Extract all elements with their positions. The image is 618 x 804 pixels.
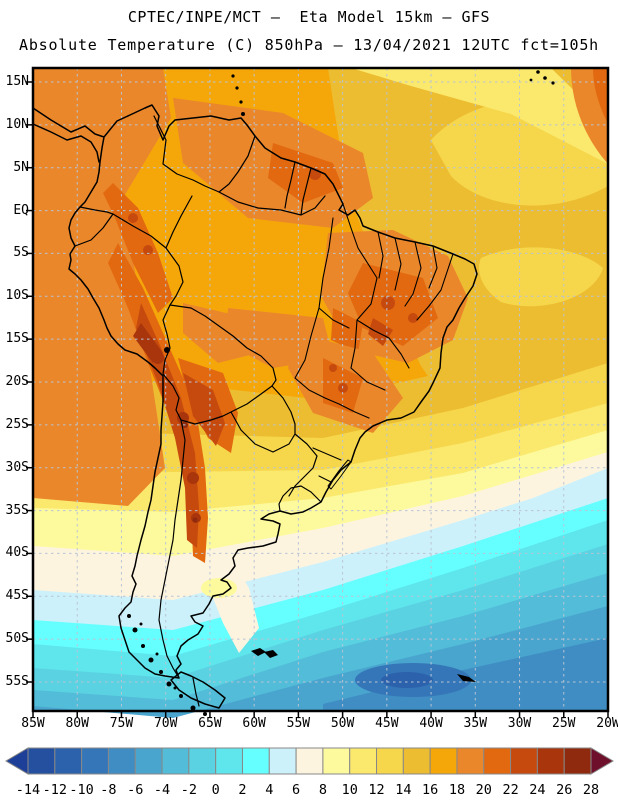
lat-tick-label: 15N	[5, 74, 29, 89]
colorbar: -14 -12 -10 -8 -6 -4 -2 0 2 4 6 8 10 12 14 16 18 20 22 24 26…	[0, 746, 618, 800]
islands	[127, 70, 555, 716]
colorbar-tick-label: 12	[368, 782, 384, 798]
colorbar-tick-label: -14	[16, 782, 40, 798]
country-borders	[32, 104, 478, 709]
lat-tick-label: 30S	[5, 459, 29, 475]
tierra-del-fuego	[170, 671, 226, 709]
colorbar-box	[510, 747, 538, 775]
ne-islands	[536, 70, 540, 74]
colorbar-tick-label: 28	[583, 782, 599, 798]
colorbar-tick-label: -12	[43, 782, 67, 798]
grid-lines	[33, 68, 608, 711]
colorbar-box	[295, 747, 324, 775]
colorbar-tick-label: 4	[265, 782, 273, 798]
colorbar-tick-label: 18	[449, 782, 465, 798]
colorbar-tick-label: 14	[395, 782, 411, 798]
colorbar-tick-label: 22	[502, 782, 518, 798]
lat-tick-label: 55S	[5, 673, 29, 689]
colorbar-box	[107, 747, 136, 775]
colorbar-tick-label: 26	[556, 782, 572, 798]
temperature-map	[26, 66, 610, 718]
lat-tick-label: 50S	[5, 631, 29, 647]
colorbar-box	[54, 747, 83, 775]
lat-tick-label: 5S	[13, 245, 29, 261]
tdf-border	[192, 677, 200, 707]
colorbar-box	[268, 747, 297, 775]
colorbar-tick-label: 6	[292, 782, 300, 798]
colorbar-tick-label: 8	[319, 782, 327, 798]
colorbar-box	[429, 747, 458, 775]
lon-tick-label: 35W	[463, 716, 488, 731]
lat-tick-label: 25S	[5, 416, 29, 432]
colorbar-box	[563, 747, 592, 775]
colorbar-tick-label: 10	[342, 782, 358, 798]
colorbar-svg: -14 -12 -10 -8 -6 -4 -2 0 2 4 6 8 10 12 14 16 18 20 22 24 26…	[5, 747, 614, 798]
lat-tick-label: 45S	[5, 588, 29, 604]
lat-tick-label: 20S	[5, 373, 29, 389]
lon-tick-label: 50W	[330, 716, 355, 731]
colorbar-box	[322, 747, 351, 775]
fjord-islet	[127, 614, 131, 618]
colorbar-left-arrow	[5, 747, 29, 775]
south-georgia-island	[457, 674, 476, 682]
colorbar-box	[376, 747, 404, 775]
lon-tick-label: 75W	[109, 716, 134, 731]
chart-title: CPTEC/INPE/MCT – Eta Model 15km – GFS	[127, 8, 491, 26]
lat-tick-label: 40S	[5, 545, 29, 561]
colorbar-tick-label: -6	[127, 782, 143, 798]
lon-tick-label: 60W	[242, 716, 266, 731]
lagoa-dos-patos	[327, 459, 352, 490]
falkland-islands	[251, 648, 278, 658]
lake-titicaca	[164, 347, 170, 353]
colorbar-box	[456, 747, 485, 775]
colorbar-box	[215, 747, 243, 775]
lat-tick-label: 10S	[5, 288, 29, 304]
colorbar-tick-label: -2	[181, 782, 197, 798]
map-plot-area	[26, 66, 610, 718]
colorbar-tick-label: 20	[476, 782, 492, 798]
antilles-island	[231, 74, 235, 78]
colorbar-box	[188, 747, 217, 775]
colorbar-tick-label: 16	[422, 782, 438, 798]
internal-borders	[74, 115, 326, 679]
lon-tick-label: 20W	[596, 716, 618, 731]
lon-tick-label: 40W	[419, 716, 443, 731]
state-borders	[294, 203, 454, 483]
lon-tick-label: 45W	[375, 716, 399, 731]
lon-tick-label: 30W	[507, 716, 532, 731]
lat-tick-label: 10N	[5, 116, 29, 132]
lon-tick-label: 80W	[65, 716, 89, 731]
colorbar-tick-label: -8	[100, 782, 116, 798]
colorbar-box	[161, 747, 190, 775]
colorbar-box	[241, 747, 270, 775]
lon-tick-label: 85W	[21, 716, 45, 731]
lon-tick-label: 55W	[286, 716, 311, 731]
colorbar-box	[27, 747, 56, 775]
colorbar-box	[536, 747, 565, 775]
lon-tick-label: 70W	[153, 716, 178, 731]
central-america-coast	[32, 123, 100, 163]
lat-tick-label: 35S	[5, 502, 29, 518]
chart-subtitle: Absolute Temperature (C) 850hPa – 13/04/…	[18, 36, 599, 54]
colorbar-box	[81, 747, 109, 775]
colorbar-tick-label: -10	[69, 782, 93, 798]
lon-tick-label: 25W	[552, 716, 576, 731]
colorbar-box	[402, 747, 431, 775]
colorbar-tick-label: 24	[529, 782, 545, 798]
lat-tick-label: EQ	[13, 202, 29, 218]
colorbar-box	[349, 747, 378, 775]
colorbar-tick-label: 0	[212, 782, 220, 798]
colorbar-box	[134, 747, 163, 775]
lat-tick-label: 15S	[5, 331, 29, 347]
lat-tick-label: 5N	[13, 159, 29, 175]
colorbar-tick-label: -4	[154, 782, 170, 798]
coastline	[32, 104, 478, 679]
colorbar-box	[483, 747, 512, 775]
plot-frame	[31, 66, 610, 713]
colorbar-tick-label: 2	[238, 782, 246, 798]
colorbar-right-arrow	[590, 747, 614, 775]
lon-tick-label: 65W	[198, 716, 222, 731]
